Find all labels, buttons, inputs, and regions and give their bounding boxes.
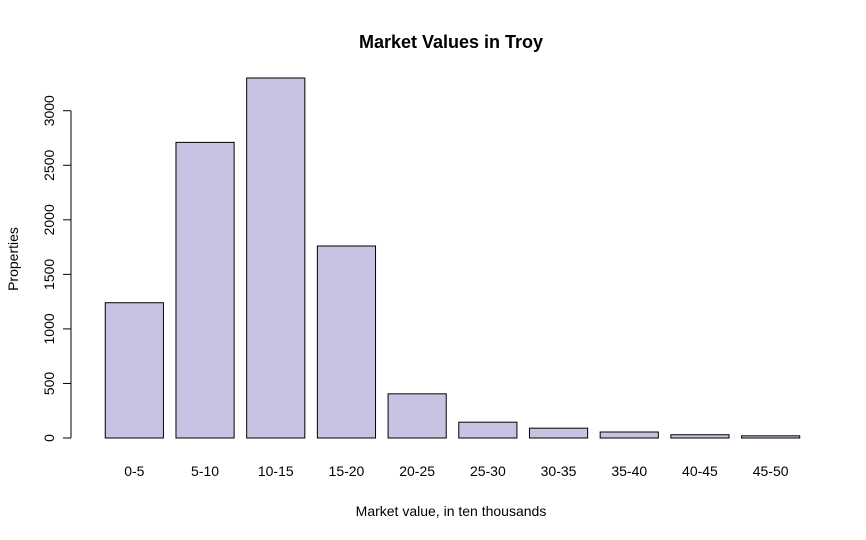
y-axis-label: Properties xyxy=(5,227,21,291)
chart-title: Market Values in Troy xyxy=(359,32,543,52)
bar-15-20 xyxy=(316,245,377,439)
bar-35-40 xyxy=(599,431,659,439)
y-tick-label: 1000 xyxy=(41,313,57,344)
bar-5-10 xyxy=(175,141,235,439)
y-tick-label: 3000 xyxy=(41,95,57,126)
x-tick-label: 25-30 xyxy=(470,463,506,479)
x-tick-label: 5-10 xyxy=(191,463,219,479)
x-tick-label: 40-45 xyxy=(682,463,718,479)
x-axis-label: Market value, in ten thousands xyxy=(356,503,547,519)
x-tick-label: 35-40 xyxy=(611,463,647,479)
y-tick-label: 2000 xyxy=(41,204,57,235)
bars xyxy=(104,77,801,439)
x-tick-label: 30-35 xyxy=(541,463,577,479)
y-tick-label: 2500 xyxy=(41,149,57,180)
x-tick-label: 15-20 xyxy=(329,463,365,479)
y-tick-label: 1500 xyxy=(41,259,57,290)
bar-45-50 xyxy=(741,435,801,439)
bar-10-15 xyxy=(246,77,306,439)
y-tick-label: 500 xyxy=(41,372,57,396)
bar-0-5 xyxy=(104,302,164,439)
x-tick-label: 0-5 xyxy=(124,463,144,479)
bar-20-25 xyxy=(387,393,447,439)
bar-40-45 xyxy=(670,434,730,439)
x-tick-label: 10-15 xyxy=(258,463,294,479)
x-tick-labels: 0-5 5-10 10-15 15-20 20-25 25-30 30-35 35-40 40-… xyxy=(124,463,789,479)
x-tick-label: 45-50 xyxy=(753,463,789,479)
bar-30-35 xyxy=(528,427,589,439)
x-tick-label: 20-25 xyxy=(399,463,435,479)
y-tick-label: 0 xyxy=(41,434,57,442)
y-axis: 0 500 1000 1500 2000 2500 3000 xyxy=(41,95,72,442)
bar-25-30 xyxy=(458,421,518,439)
